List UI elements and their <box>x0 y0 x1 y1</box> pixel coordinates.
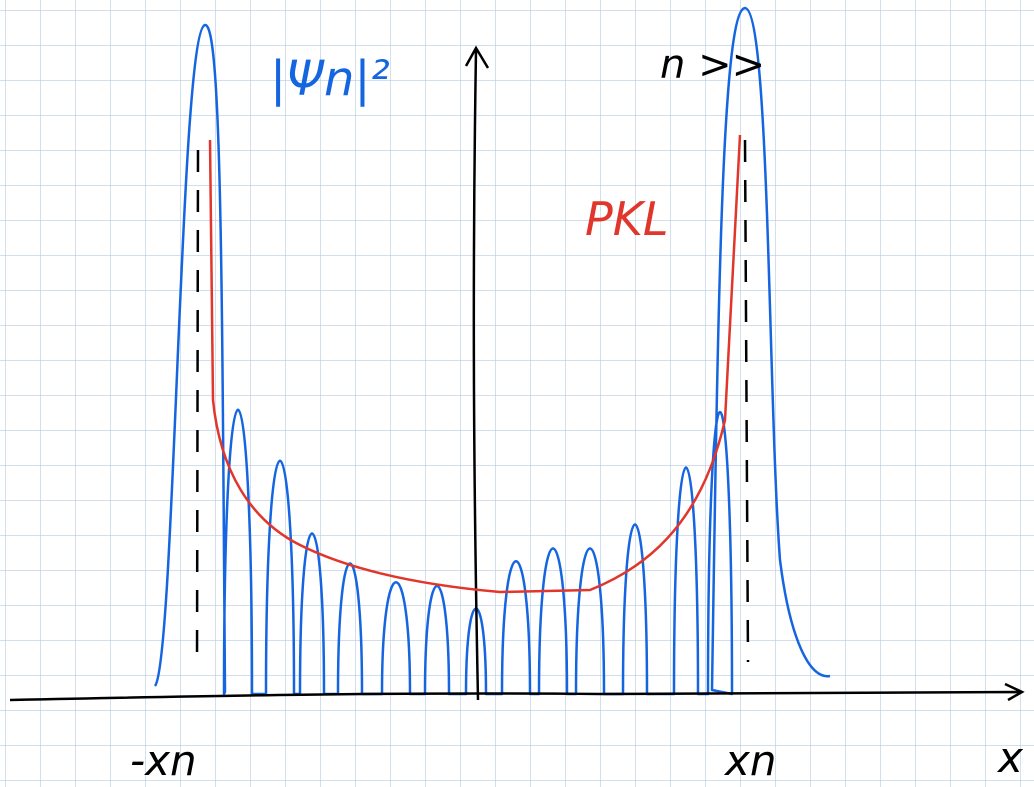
axis-label: x <box>996 733 1024 782</box>
left-dashed-line <box>195 149 200 671</box>
condition-label: n >> <box>660 42 765 88</box>
classical-label: PKL <box>585 192 669 246</box>
y-axis <box>464 45 490 701</box>
right-dashed-line <box>743 139 750 663</box>
classical-curve <box>208 134 742 594</box>
right-point-label: xn <box>723 736 776 785</box>
x-axis <box>9 682 1025 702</box>
wavefunction-label: |Ψn|² <box>270 51 390 107</box>
left-point-label: -xn <box>130 736 197 785</box>
